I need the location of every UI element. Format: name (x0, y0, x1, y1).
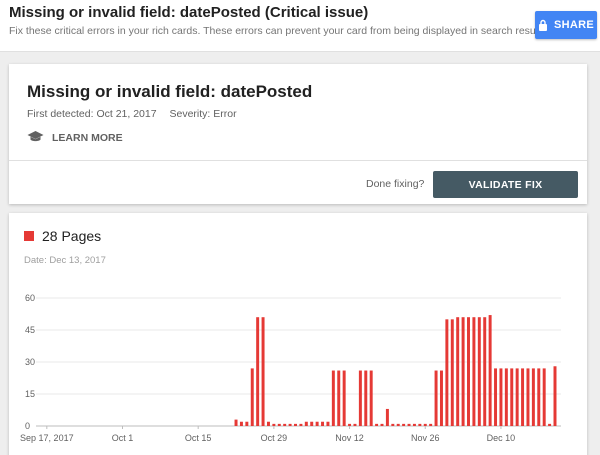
bar (364, 370, 368, 426)
chart-card: 28 Pages Date: Dec 13, 2017 0 15 30 45 60 Sep… (9, 213, 587, 455)
bar (385, 408, 389, 426)
bar (548, 423, 552, 426)
bar (380, 423, 384, 426)
x-tick-label: Nov 12 (335, 433, 364, 443)
page-header: Missing or invalid field: datePosted (Cr… (0, 0, 600, 52)
x-tick-label: Sep 17, 2017 (20, 433, 74, 443)
bar (510, 368, 514, 426)
bar (342, 370, 346, 426)
bar (353, 423, 357, 426)
graduation-cap-icon (27, 130, 44, 146)
done-fixing-text: Done fixing? (366, 178, 425, 190)
bar (245, 421, 249, 426)
bar (477, 317, 481, 426)
bar (348, 423, 352, 426)
y-tick-label: 60 (25, 293, 35, 303)
bar (391, 423, 395, 426)
bar (250, 368, 254, 426)
y-tick-label: 45 (25, 325, 35, 335)
issue-title: Missing or invalid field: datePosted (27, 82, 313, 101)
bar (521, 368, 525, 426)
bar (494, 368, 498, 426)
bar (456, 317, 460, 426)
bar (467, 317, 470, 426)
bar (526, 368, 530, 426)
bar (234, 419, 238, 426)
lock-icon (538, 19, 548, 31)
chart-legend: 28 Pages (24, 228, 101, 244)
bar (283, 423, 287, 426)
bar (358, 370, 362, 426)
learn-more-link[interactable]: LEARN MORE (27, 130, 123, 146)
bar (499, 368, 503, 426)
chart-date: Date: Dec 13, 2017 (24, 255, 106, 266)
issue-details-card: Missing or invalid field: datePosted Fir… (9, 64, 587, 204)
bar (239, 421, 243, 426)
x-tick-label: Oct 1 (112, 433, 134, 443)
bar (412, 423, 416, 426)
bar (434, 370, 438, 426)
bar (542, 368, 546, 426)
bar (553, 366, 557, 426)
y-tick-label: 30 (25, 357, 35, 367)
bar (304, 421, 308, 426)
bar (272, 423, 276, 426)
bar (531, 368, 535, 426)
first-detected: First detected: Oct 21, 2017 (27, 108, 157, 120)
bar (294, 423, 297, 426)
bar (450, 319, 454, 426)
bar (310, 421, 314, 426)
share-button-label: SHARE (553, 19, 594, 31)
x-tick-label: Oct 29 (261, 433, 288, 443)
bar (488, 315, 492, 426)
bar (321, 421, 325, 426)
legend-swatch (24, 231, 34, 241)
bar (407, 423, 411, 426)
legend-label: 28 Pages (42, 228, 102, 244)
bar (256, 317, 260, 426)
card-divider (9, 160, 587, 161)
bar (402, 423, 406, 426)
bar (261, 317, 265, 426)
bar (288, 423, 292, 426)
bar (439, 370, 443, 426)
bar (315, 421, 319, 426)
validate-fix-button[interactable]: VALIDATE FIX (433, 171, 578, 198)
bar (326, 421, 330, 426)
x-tick-label: Dec 10 (487, 433, 516, 443)
bar-chart: 0 15 30 45 60 Sep 17, 2017 Oct 1 Oct 15 Oct 29 No… (20, 293, 561, 443)
severity: Severity: Error (169, 108, 237, 120)
bar (299, 423, 303, 426)
bar (515, 368, 519, 426)
bar (396, 423, 400, 426)
page-title: Missing or invalid field: datePosted (Cr… (9, 4, 369, 21)
bar (266, 421, 270, 426)
bar (418, 423, 422, 426)
bar (461, 317, 465, 426)
bar (331, 370, 335, 426)
learn-more-label: LEARN MORE (52, 132, 123, 144)
bar (369, 370, 373, 426)
bar (423, 423, 427, 426)
bar (337, 370, 341, 426)
y-tick-label: 0 (25, 421, 30, 431)
bar (472, 317, 476, 426)
bar (504, 368, 508, 426)
bar (537, 368, 541, 426)
bar (483, 317, 487, 426)
bar (277, 423, 281, 426)
share-button[interactable]: SHARE (535, 11, 597, 39)
y-tick-label: 15 (25, 389, 35, 399)
x-tick-label: Nov 26 (411, 433, 440, 443)
bar (429, 423, 433, 426)
bar (445, 319, 449, 426)
issue-meta: First detected: Oct 21, 2017 Severity: E… (27, 108, 237, 120)
page-subtitle: Fix these critical errors in your rich c… (9, 25, 550, 37)
x-tick-label: Oct 15 (185, 433, 212, 443)
bar (375, 423, 379, 426)
